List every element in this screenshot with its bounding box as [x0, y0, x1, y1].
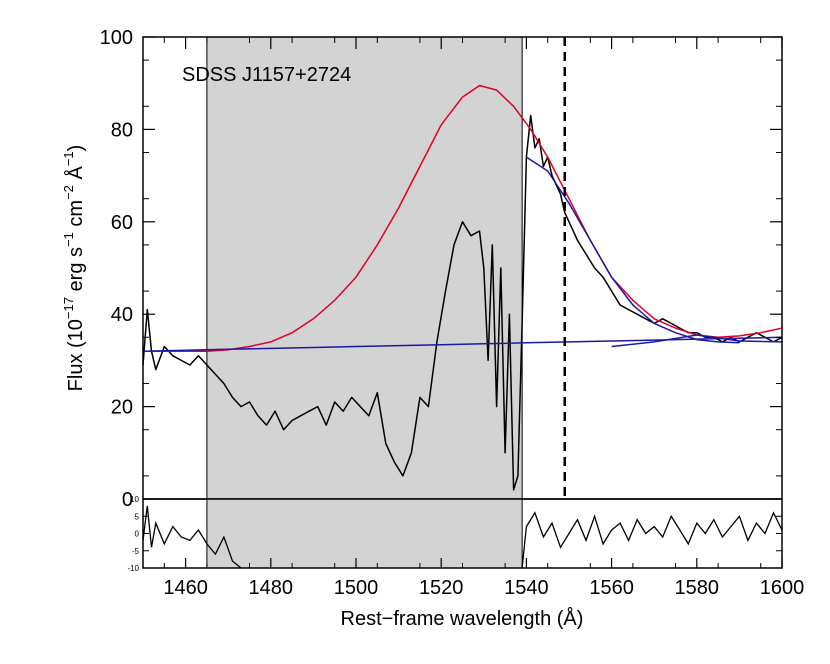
object-name-label: SDSS J1157+2724 [182, 64, 351, 86]
flux-series-line-2 [142, 336, 783, 352]
y-tick-label-0: 0 [122, 489, 133, 511]
x-tick-label-7: 1600 [760, 577, 805, 599]
flux-series-line-4 [611, 334, 783, 348]
x-tick-label-2: 1500 [334, 577, 379, 599]
y-axis-label-sup-3: −1 [61, 232, 76, 247]
x-tick-label-0: 1460 [163, 577, 208, 599]
y-tick-label-2: 40 [111, 304, 133, 326]
x-tick-label-3: 1520 [419, 577, 464, 599]
y-axis-label-main: Flux (10 [65, 319, 87, 391]
flux-series-line-3 [525, 156, 740, 344]
y-axis-label-sup-7: −1 [61, 151, 76, 166]
y-tick-label-4: 80 [111, 119, 133, 141]
y-axis-label: Flux (10−17 erg s−1 cm−2 Å−1) [61, 145, 87, 392]
x-axis-label: Rest−frame wavelength (Å) [341, 607, 584, 630]
residual-panel: 1460 1480 1500 1520 1540 1560 1580 1600 -10 -5 0 5 1… [127, 495, 804, 630]
residual-y-tick-label-1: -5 [132, 547, 140, 556]
residual-series-line-right [521, 511, 783, 569]
flux-panel: 0 20 40 60 80 100 SDSS J1157+2724 Flux (10−17… [61, 27, 783, 511]
y-axis-label-part-6: Å [64, 166, 87, 186]
absorption-shaded-region [206, 37, 523, 499]
y-axis-label-sup-1: −17 [61, 297, 76, 319]
residual-series-line-left [142, 505, 242, 569]
residual-y-tick-label-0: -10 [127, 564, 139, 573]
residual-shaded-region [206, 499, 523, 568]
y-axis-label-part-4: cm [65, 200, 87, 232]
x-tick-label-5: 1560 [589, 577, 634, 599]
flux-axis-ticks: 0 20 40 60 80 100 [100, 27, 783, 511]
residual-series-group [142, 505, 783, 569]
x-tick-label-4: 1540 [504, 577, 549, 599]
x-tick-label-6: 1580 [675, 577, 720, 599]
residual-y-tick-label-4: 10 [130, 495, 139, 504]
y-tick-label-1: 20 [111, 397, 133, 419]
y-axis-label-part-8: ) [65, 145, 87, 152]
residual-y-tick-label-3: 5 [135, 512, 140, 521]
flux-series-group [142, 84, 783, 491]
y-axis-label-part-2: erg s [65, 247, 87, 297]
y-tick-label-3: 60 [111, 212, 133, 234]
residual-y-tick-label-2: 0 [135, 530, 140, 539]
y-axis-label-sup-5: −2 [61, 185, 76, 200]
flux-series-line-1 [143, 84, 783, 352]
x-tick-label-1: 1480 [249, 577, 294, 599]
residual-axis-ticks: 1460 1480 1500 1520 1540 1560 1580 1600 -10 -5 0 5 1… [127, 495, 804, 599]
y-tick-label-5: 100 [100, 27, 133, 49]
